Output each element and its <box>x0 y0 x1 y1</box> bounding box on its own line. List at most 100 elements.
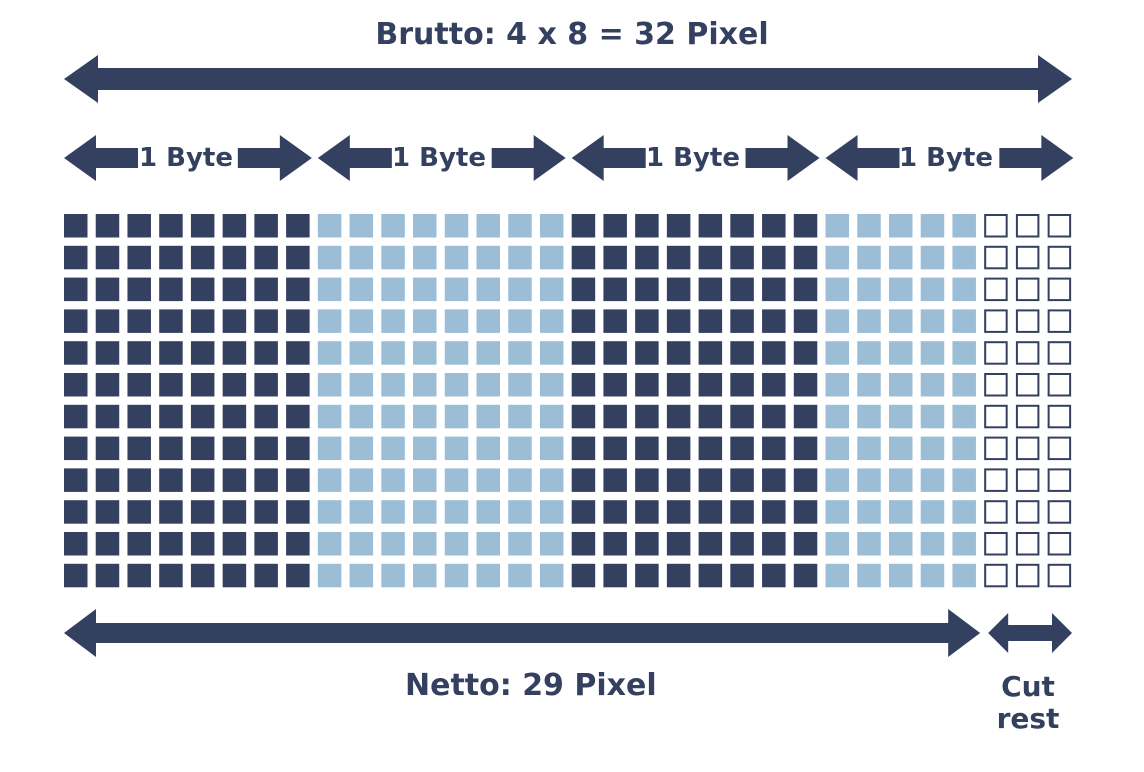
pixel-light <box>349 214 374 238</box>
pixel-light <box>413 563 437 588</box>
pixel-dark <box>254 245 278 270</box>
pixel-light <box>508 468 532 492</box>
pixel-dark <box>793 341 818 365</box>
pixel-light <box>508 341 532 365</box>
pixel-dark <box>286 341 310 365</box>
pixel-light <box>539 404 564 429</box>
pixel-dark <box>793 563 818 588</box>
pixel-light <box>444 532 469 556</box>
pixel-dark <box>95 373 120 397</box>
pixel-light <box>413 245 437 270</box>
cut-pixel <box>984 214 1008 238</box>
pixel-light <box>825 468 850 492</box>
pixel-dark <box>254 532 278 556</box>
pixel-dark <box>635 532 659 556</box>
byte-arrow-left-2 <box>317 135 392 181</box>
pixel-light <box>444 404 469 429</box>
pixel-light <box>444 245 469 270</box>
cut-pixel <box>1047 277 1072 302</box>
pixel-dark <box>666 500 691 524</box>
pixel-dark <box>95 277 120 302</box>
pixel-light <box>952 373 976 397</box>
cut-pixel <box>1015 245 1040 270</box>
pixel-light <box>508 277 532 302</box>
pixel-dark <box>571 563 596 588</box>
pixel-light <box>920 341 945 365</box>
pixel-light <box>444 341 469 365</box>
pixel-dark <box>793 500 818 524</box>
cut-pixel <box>1047 373 1072 397</box>
cut-pixel <box>984 436 1008 461</box>
pixel-light <box>413 404 437 429</box>
pixel-dark <box>762 309 786 333</box>
pixel-dark <box>286 373 310 397</box>
pixel-dark <box>254 500 278 524</box>
pixel-dark <box>793 468 818 492</box>
pixel-light <box>413 436 437 461</box>
pixel-dark <box>730 341 754 365</box>
pixel-light <box>825 214 850 238</box>
pixel-light <box>888 245 913 270</box>
pixel-light <box>413 500 437 524</box>
pixel-dark <box>603 214 627 238</box>
pixel-light <box>825 309 850 333</box>
pixel-dark <box>127 436 151 461</box>
pixel-dark <box>603 436 627 461</box>
pixel-dark <box>222 277 247 302</box>
pixel-dark <box>635 245 659 270</box>
pixel-light <box>825 245 850 270</box>
pixel-light <box>444 500 469 524</box>
pixel-light <box>444 563 469 588</box>
pixel-dark <box>190 468 215 492</box>
pixel-dark <box>698 500 723 524</box>
pixel-light <box>952 341 976 365</box>
pixel-dark <box>222 245 247 270</box>
pixel-light <box>952 309 976 333</box>
cut-pixel <box>1047 309 1072 333</box>
pixel-light <box>349 532 374 556</box>
pixel-dark <box>254 309 278 333</box>
pixel-dark <box>159 563 183 588</box>
pixel-light <box>349 277 374 302</box>
pixel-light <box>888 532 913 556</box>
pixel-light <box>888 277 913 302</box>
pixel-dark <box>254 341 278 365</box>
pixel-light <box>888 341 913 365</box>
pixel-light <box>413 309 437 333</box>
pixel-light <box>857 341 881 365</box>
pixel-light <box>539 468 564 492</box>
pixel-dark <box>127 277 151 302</box>
pixel-dark <box>762 277 786 302</box>
pixel-dark <box>95 563 120 588</box>
pixel-dark <box>64 532 88 556</box>
cut-pixel <box>984 373 1008 397</box>
pixel-dark <box>571 532 596 556</box>
pixel-dark <box>793 277 818 302</box>
pixel-light <box>317 373 342 397</box>
pixel-dark <box>190 373 215 397</box>
cut-pixel <box>1015 500 1040 524</box>
pixel-dark <box>571 309 596 333</box>
pixel-dark <box>666 532 691 556</box>
pixel-dark <box>603 500 627 524</box>
pixel-light <box>476 373 500 397</box>
pixel-dark <box>730 436 754 461</box>
pixel-light <box>857 373 881 397</box>
byte-label-1: 1 Byte <box>139 143 233 173</box>
pixel-light <box>920 532 945 556</box>
pixel-light <box>476 404 500 429</box>
pixel-dark <box>64 277 88 302</box>
pixel-dark <box>159 373 183 397</box>
pixel-dark <box>698 245 723 270</box>
pixel-light <box>539 436 564 461</box>
pixel-light <box>920 563 945 588</box>
pixel-light <box>444 214 469 238</box>
pixel-dark <box>95 341 120 365</box>
pixel-dark <box>571 373 596 397</box>
pixel-dark <box>254 214 278 238</box>
pixel-dark <box>635 214 659 238</box>
pixel-light <box>349 404 374 429</box>
pixel-light <box>381 341 405 365</box>
pixel-dark <box>95 214 120 238</box>
